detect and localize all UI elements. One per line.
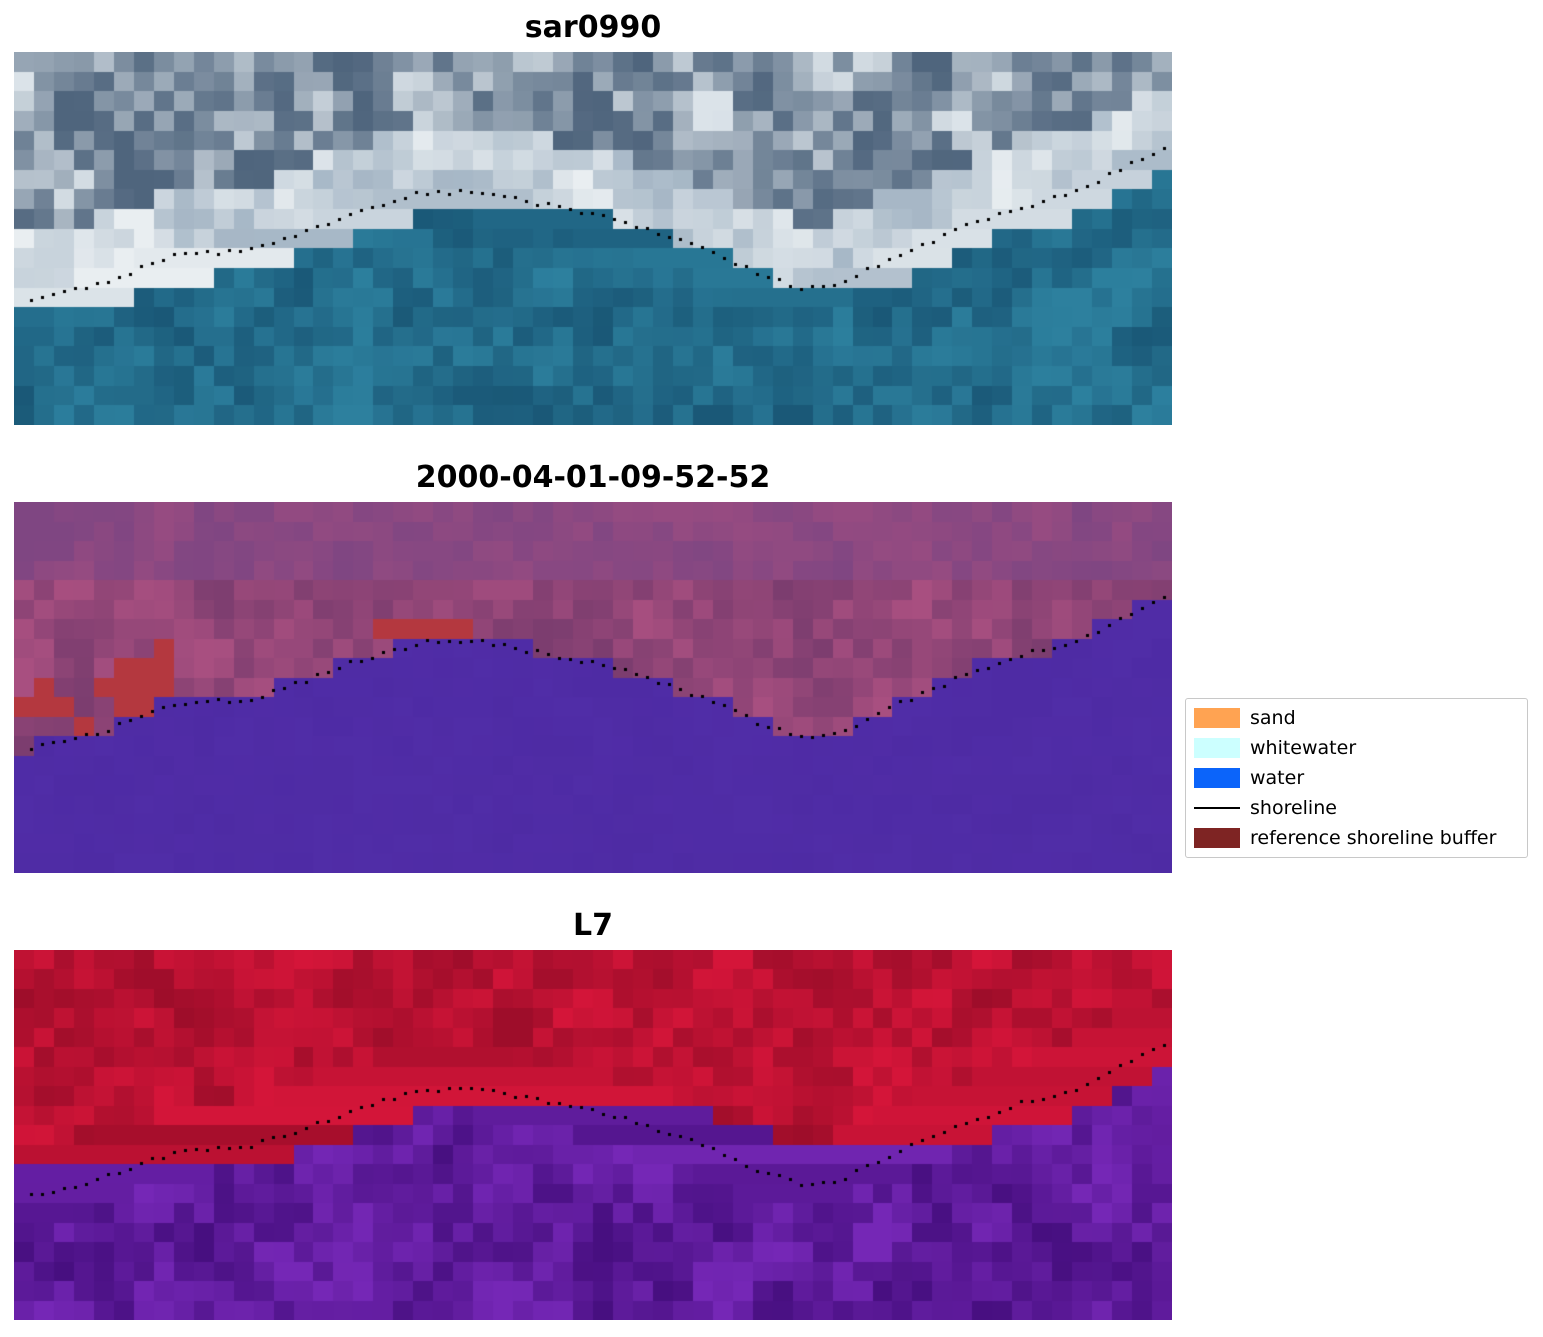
legend-label-whitewater: whitewater: [1250, 737, 1357, 759]
l7-image: [14, 950, 1172, 1320]
legend-item-reference-shoreline-buffer: reference shoreline buffer: [1194, 823, 1519, 853]
panel-title-sar0990: sar0990: [524, 10, 662, 45]
legend-label-water: water: [1250, 767, 1305, 789]
panel-title-l7: L7: [573, 908, 613, 943]
legend-item-whitewater: whitewater: [1194, 733, 1519, 763]
legend-item-sand: sand: [1194, 703, 1519, 733]
sar0990-image: [14, 52, 1172, 425]
legend-item-water: water: [1194, 763, 1519, 793]
legend-label-reference-shoreline-buffer: reference shoreline buffer: [1250, 827, 1497, 849]
legend-item-shoreline: shoreline: [1194, 793, 1519, 823]
water-swatch: [1194, 768, 1240, 788]
legend: sand whitewater water shoreline referenc…: [1185, 698, 1528, 858]
classified-image: [14, 502, 1172, 873]
whitewater-swatch: [1194, 738, 1240, 758]
legend-label-shoreline: shoreline: [1250, 797, 1337, 819]
sand-swatch: [1194, 708, 1240, 728]
panel-title-classified: 2000-04-01-09-52-52: [415, 460, 771, 495]
legend-label-sand: sand: [1250, 707, 1296, 729]
shoreline-line-icon: [1194, 807, 1240, 809]
reference-shoreline-buffer-swatch: [1194, 828, 1240, 848]
